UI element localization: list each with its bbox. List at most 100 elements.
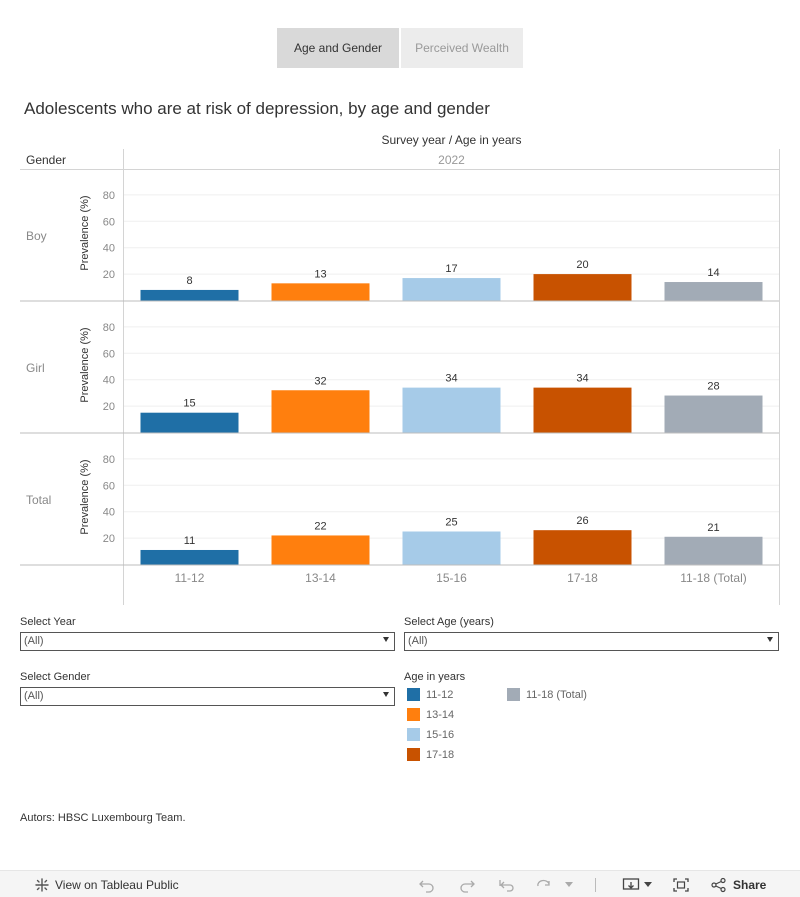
undo-button[interactable] [418,871,436,897]
legend-label: 11-18 (Total) [526,688,587,701]
x-tick-label: 17-18 [567,571,598,585]
bar [533,387,632,433]
refresh-menu-button[interactable] [565,871,573,897]
select-year-label: Select Year [20,616,76,628]
bar [533,274,632,301]
select-year-value: (All) [24,635,44,647]
bar-value-label: 22 [314,520,326,532]
y-tick-label: 80 [103,190,115,202]
select-age-label: Select Age (years) [404,616,494,628]
x-tick-label: 15-16 [436,571,467,585]
tab-perceived-wealth[interactable]: Perceived Wealth [401,28,523,68]
refresh-icon [537,879,550,886]
y-axis-label: Prevalence (%) [79,459,91,534]
share-label: Share [733,877,767,892]
bar-value-label: 8 [186,275,192,287]
legend-title: Age in years [404,671,466,683]
tableau-toolbar: View on Tableau Public Share [0,870,800,897]
row-label-total: Total [26,493,51,507]
x-tick-label: 11-18 (Total) [680,571,746,585]
tableau-logo-icon [35,877,49,892]
legend-swatch [407,708,420,721]
redo-button[interactable] [458,871,476,897]
bar [402,278,501,301]
share-button[interactable]: Share [710,871,766,897]
y-tick-label: 60 [103,480,115,492]
legend-item[interactable]: 11-12 [407,688,453,701]
bar-value-label: 13 [314,268,326,280]
undo-icon [419,880,434,893]
download-button[interactable] [622,871,652,897]
legend-item[interactable]: 11-18 (Total) [507,688,587,701]
row-header: Gender [26,153,66,167]
legend-label: 13-14 [426,708,455,721]
share-icon [711,877,726,892]
legend-label: 11-12 [426,688,454,701]
select-year-dropdown[interactable]: (All) [20,632,395,651]
y-tick-label: 40 [103,507,115,519]
y-tick-label: 20 [103,269,115,281]
bar-value-label: 28 [707,381,719,393]
bar-value-label: 20 [576,259,588,271]
x-tick-label: 13-14 [305,571,336,585]
bar [664,282,763,301]
select-age-dropdown[interactable]: (All) [404,632,779,651]
chevron-down-icon [767,637,773,642]
bar [140,289,239,301]
toolbar-divider [595,871,596,897]
legend-swatch [507,688,520,701]
select-age-value: (All) [408,635,428,647]
legend-swatch [407,688,420,701]
revert-button[interactable] [498,871,516,897]
bar-value-label: 32 [314,375,326,387]
fullscreen-icon [673,877,689,892]
row-label-girl: Girl [26,361,45,375]
legend-item[interactable]: 13-14 [407,708,454,721]
tab-age-and-gender[interactable]: Age and Gender [277,28,399,68]
bar [140,412,239,433]
bar [664,395,763,433]
redo-icon [460,880,475,893]
y-tick-label: 60 [103,216,115,228]
bar [271,535,370,565]
row-label-boy: Boy [26,229,47,243]
legend-item[interactable]: 15-16 [407,728,454,741]
view-on-tableau-label: View on Tableau Public [55,877,179,892]
y-tick-label: 60 [103,348,115,360]
y-tick-label: 20 [103,533,115,545]
bar-value-label: 34 [445,373,457,385]
select-gender-label: Select Gender [20,671,91,683]
select-gender-dropdown[interactable]: (All) [20,687,395,706]
refresh-button[interactable] [535,871,553,897]
bar [533,530,632,565]
bar-value-label: 26 [576,515,588,527]
y-tick-label: 20 [103,401,115,413]
y-axis-label: Prevalence (%) [79,195,91,270]
fullscreen-button[interactable] [672,871,690,897]
bar [271,283,370,301]
bar [140,549,239,565]
x-tick-label: 11-12 [175,571,205,585]
view-on-tableau-link[interactable]: View on Tableau Public [34,871,179,897]
bar-value-label: 21 [707,522,719,534]
y-tick-label: 40 [103,375,115,387]
y-tick-label: 80 [103,454,115,466]
legend-item[interactable]: 17-18 [407,748,454,761]
bar-value-label: 11 [184,535,195,547]
bar [402,531,501,565]
y-axis-label: Prevalence (%) [79,327,91,402]
bar-value-label: 14 [707,267,719,279]
bar-value-label: 25 [445,517,457,529]
year-header: 2022 [438,153,465,167]
bar-value-label: 17 [445,263,457,275]
authors-note: Autors: HBSC Luxembourg Team. [20,812,186,824]
bar [664,536,763,565]
download-icon [622,877,640,890]
authors-label: Autors: [20,812,55,824]
chart-title: Adolescents who are at risk of depressio… [24,99,490,118]
column-header: Survey year / Age in years [381,133,521,147]
y-tick-label: 80 [103,322,115,334]
legend-label: 17-18 [426,748,455,761]
chevron-down-icon [383,637,389,642]
